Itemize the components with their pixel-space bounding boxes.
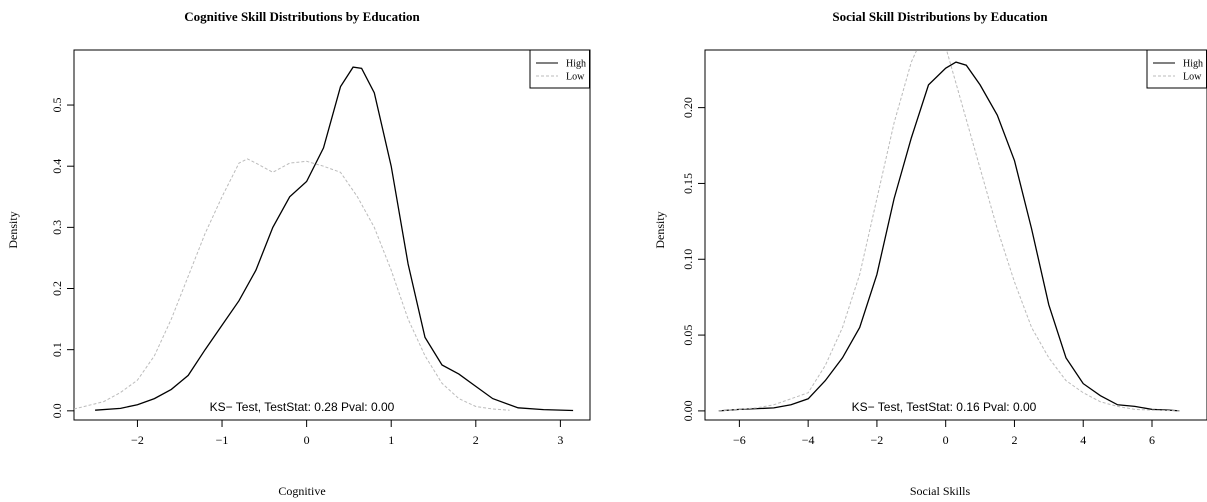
plot-area: −2 −1 0 1 2 3 0.0 0.1 0.2 0.3 0.4 0.5 High Low (50, 49, 591, 447)
y-tick-label: 0.2 (50, 281, 64, 296)
legend-label: High (566, 59, 586, 70)
y-tick-label: 0.1 (50, 342, 64, 357)
series-line-high (95, 66, 574, 412)
y-tick-label: 0.5 (50, 98, 64, 113)
x-tick-label: −4 (802, 433, 815, 447)
x-tick-label: 6 (1149, 433, 1155, 447)
x-tick-label: 4 (1080, 433, 1086, 447)
plot-frame (73, 49, 591, 421)
x-tick-label: 0 (943, 433, 949, 447)
x-axis-label: Cognitive (278, 484, 325, 498)
y-tick-label: 0.05 (681, 325, 695, 346)
y-tick-label: 0.4 (50, 159, 64, 174)
ks-test-annotation: KS− Test, TestStat: 0.16 Pval: 0.00 (852, 400, 1037, 414)
y-tick-label: 0.0 (50, 403, 64, 418)
y-tick-label: 0.00 (681, 400, 695, 421)
legend-box (1146, 49, 1207, 89)
ks-test-annotation: KS− Test, TestStat: 0.28 Pval: 0.00 (210, 400, 395, 414)
x-tick-label: −6 (733, 433, 746, 447)
y-axis-label: Density (653, 211, 667, 248)
legend-label: High (1183, 59, 1203, 70)
series-line-low (74, 158, 510, 411)
series-line-low (718, 50, 1180, 412)
y-tick-label: 0.20 (681, 97, 695, 118)
x-tick-label: 2 (1011, 433, 1017, 447)
y-tick-label: 0.15 (681, 173, 695, 194)
x-tick-label: −1 (216, 433, 229, 447)
chart-title: Cognitive Skill Distributions by Educati… (184, 9, 420, 24)
x-tick-label: 3 (557, 433, 563, 447)
x-tick-label: 1 (388, 433, 394, 447)
x-tick-label: −2 (871, 433, 884, 447)
legend: High Low (529, 49, 590, 89)
y-tick-label: 0.10 (681, 249, 695, 270)
x-tick-label: −2 (131, 433, 144, 447)
x-tick-label: 0 (304, 433, 310, 447)
legend-label: Low (566, 72, 585, 83)
x-axis-label: Social Skills (910, 484, 971, 498)
legend: High Low (1146, 49, 1207, 89)
chart-title: Social Skill Distributions by Education (832, 9, 1048, 24)
y-tick-label: 0.3 (50, 220, 64, 235)
plot-area: −6 −4 −2 0 2 4 6 0.00 0.05 0.10 0.15 0.20 High Low (681, 49, 1207, 447)
x-tick-label: 2 (473, 433, 479, 447)
legend-label: Low (1183, 72, 1202, 83)
social-chart: Social Skill Distributions by Education … (653, 9, 1207, 498)
series-line-high (718, 61, 1180, 412)
plot-frame (704, 49, 1207, 421)
cognitive-chart: Cognitive Skill Distributions by Educati… (6, 9, 591, 498)
y-axis-label: Density (6, 211, 20, 248)
legend-box (529, 49, 590, 89)
